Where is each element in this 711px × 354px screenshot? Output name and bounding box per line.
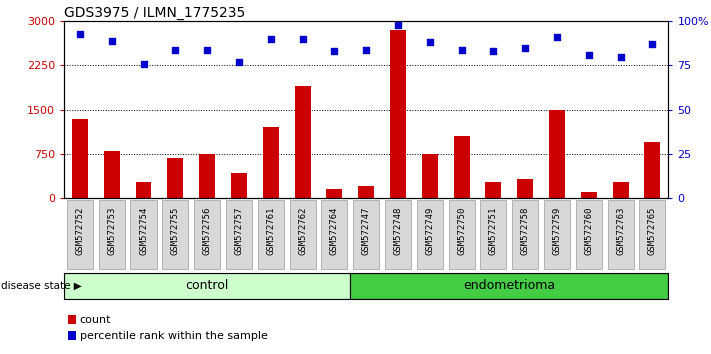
- Text: count: count: [80, 315, 111, 325]
- Bar: [326, 189, 342, 198]
- FancyBboxPatch shape: [544, 200, 570, 269]
- Bar: [644, 142, 661, 198]
- Bar: [549, 110, 565, 198]
- Bar: [517, 179, 533, 198]
- Point: [392, 22, 404, 28]
- Point: [551, 34, 562, 40]
- Text: GDS3975 / ILMN_1775235: GDS3975 / ILMN_1775235: [64, 6, 245, 20]
- Text: GSM572758: GSM572758: [520, 207, 530, 255]
- Point: [233, 59, 245, 65]
- FancyBboxPatch shape: [417, 200, 443, 269]
- FancyBboxPatch shape: [449, 200, 475, 269]
- Point: [456, 47, 467, 52]
- Bar: [72, 119, 88, 198]
- FancyBboxPatch shape: [162, 200, 188, 269]
- Bar: [351, 273, 668, 299]
- Point: [201, 47, 213, 52]
- Text: GSM572765: GSM572765: [648, 207, 657, 255]
- FancyBboxPatch shape: [608, 200, 634, 269]
- FancyBboxPatch shape: [289, 200, 316, 269]
- Text: GSM572760: GSM572760: [584, 207, 593, 255]
- Bar: [613, 182, 629, 198]
- Point: [328, 48, 340, 54]
- FancyBboxPatch shape: [226, 200, 252, 269]
- Text: GSM572749: GSM572749: [425, 207, 434, 255]
- FancyBboxPatch shape: [639, 200, 665, 269]
- Text: disease state ▶: disease state ▶: [1, 281, 82, 291]
- FancyBboxPatch shape: [576, 200, 602, 269]
- Point: [74, 31, 85, 36]
- Bar: [422, 154, 438, 198]
- Point: [170, 47, 181, 52]
- Point: [106, 38, 117, 44]
- Text: GSM572753: GSM572753: [107, 207, 116, 255]
- Text: GSM572762: GSM572762: [298, 207, 307, 255]
- Point: [138, 61, 149, 67]
- FancyBboxPatch shape: [512, 200, 538, 269]
- Text: GSM572756: GSM572756: [203, 207, 212, 255]
- FancyBboxPatch shape: [99, 200, 124, 269]
- FancyBboxPatch shape: [194, 200, 220, 269]
- Text: GSM572750: GSM572750: [457, 207, 466, 255]
- Point: [424, 40, 435, 45]
- Bar: [199, 154, 215, 198]
- Text: control: control: [186, 279, 229, 292]
- FancyBboxPatch shape: [130, 200, 156, 269]
- Point: [488, 48, 499, 54]
- Point: [647, 41, 658, 47]
- Text: GSM572761: GSM572761: [266, 207, 275, 255]
- Bar: [390, 30, 406, 198]
- Text: GSM572751: GSM572751: [489, 207, 498, 255]
- Text: GSM572747: GSM572747: [362, 207, 370, 255]
- Bar: [231, 173, 247, 198]
- Text: GSM572752: GSM572752: [75, 207, 85, 255]
- Bar: [454, 136, 469, 198]
- FancyBboxPatch shape: [67, 200, 93, 269]
- FancyBboxPatch shape: [353, 200, 379, 269]
- FancyBboxPatch shape: [257, 200, 284, 269]
- Bar: [358, 187, 374, 198]
- Point: [615, 54, 626, 59]
- Text: endometrioma: endometrioma: [464, 279, 555, 292]
- Point: [583, 52, 594, 58]
- Text: GSM572755: GSM572755: [171, 207, 180, 255]
- Bar: [581, 192, 597, 198]
- Point: [297, 36, 309, 42]
- Text: GSM572748: GSM572748: [393, 207, 402, 255]
- Text: percentile rank within the sample: percentile rank within the sample: [80, 331, 267, 341]
- Bar: [167, 158, 183, 198]
- FancyBboxPatch shape: [481, 200, 506, 269]
- Bar: [136, 182, 151, 198]
- FancyBboxPatch shape: [321, 200, 348, 269]
- Text: GSM572754: GSM572754: [139, 207, 148, 255]
- Text: GSM572763: GSM572763: [616, 207, 625, 255]
- Bar: [486, 182, 501, 198]
- Point: [360, 47, 372, 52]
- Bar: [263, 127, 279, 198]
- Text: GSM572764: GSM572764: [330, 207, 339, 255]
- Text: GSM572759: GSM572759: [552, 207, 562, 255]
- Bar: [64, 273, 351, 299]
- Point: [520, 45, 531, 51]
- FancyBboxPatch shape: [385, 200, 411, 269]
- Bar: [104, 151, 119, 198]
- Bar: [294, 86, 311, 198]
- Text: GSM572757: GSM572757: [235, 207, 243, 255]
- Point: [265, 36, 277, 42]
